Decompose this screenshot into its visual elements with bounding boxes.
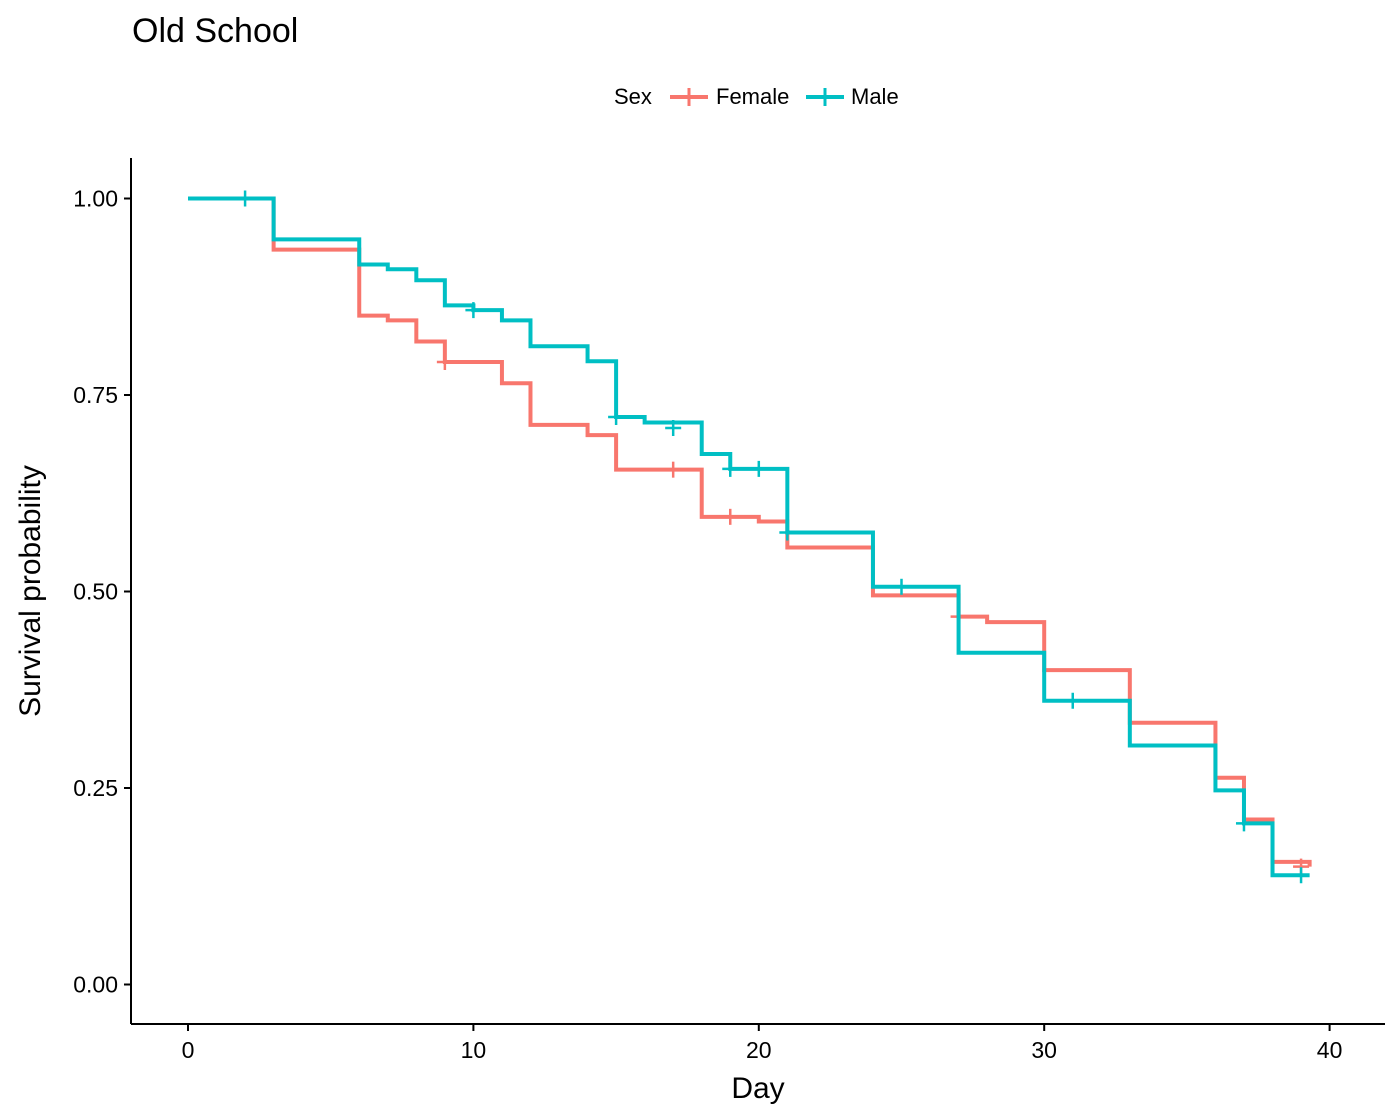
censor-mark-male bbox=[608, 409, 625, 426]
y-tick-label: 0.75 bbox=[73, 382, 118, 408]
chart-title: Old School bbox=[132, 12, 298, 50]
x-axis-title: Day bbox=[731, 1072, 784, 1105]
legend-item-male: Male bbox=[806, 84, 899, 109]
y-tick-label: 0.25 bbox=[73, 775, 118, 801]
censor-mark-male bbox=[750, 460, 767, 477]
y-axis-title: Survival probability bbox=[14, 465, 47, 717]
censor-mark-male bbox=[465, 302, 482, 319]
censor-mark-male bbox=[722, 460, 739, 477]
censor-mark-male bbox=[1293, 867, 1310, 884]
censor-mark-male bbox=[1235, 815, 1252, 832]
legend-item-female: Female bbox=[670, 84, 789, 109]
x-tick-label: 40 bbox=[1317, 1037, 1343, 1063]
censor-mark-male bbox=[237, 190, 254, 207]
legend: Sex Female Male bbox=[614, 84, 899, 109]
x-ticks: 0 10 20 30 40 bbox=[182, 1024, 1343, 1063]
y-tick-label: 1.00 bbox=[73, 186, 118, 212]
censor-mark-male bbox=[665, 420, 682, 437]
y-tick-label: 0.50 bbox=[73, 579, 118, 605]
plot-series bbox=[188, 190, 1312, 884]
x-tick-label: 20 bbox=[746, 1037, 772, 1063]
axes bbox=[130, 158, 1385, 1025]
series-line-female bbox=[188, 196, 1312, 867]
x-tick-label: 10 bbox=[461, 1037, 487, 1063]
censor-mark-female bbox=[665, 461, 682, 478]
legend-label-male: Male bbox=[851, 84, 899, 109]
x-tick-label: 30 bbox=[1031, 1037, 1057, 1063]
x-tick-label: 0 bbox=[182, 1037, 195, 1063]
censor-mark-male bbox=[893, 578, 910, 595]
legend-title: Sex bbox=[614, 84, 652, 109]
censor-mark-female bbox=[722, 508, 739, 525]
censor-mark-male bbox=[1064, 692, 1081, 709]
y-tick-label: 0.00 bbox=[73, 972, 118, 998]
y-ticks: 0.00 0.25 0.50 0.75 1.00 bbox=[73, 186, 131, 998]
censor-mark-male bbox=[779, 524, 796, 541]
censor-mark-female bbox=[436, 353, 453, 370]
legend-label-female: Female bbox=[716, 84, 789, 109]
series-line-male bbox=[188, 196, 1310, 878]
